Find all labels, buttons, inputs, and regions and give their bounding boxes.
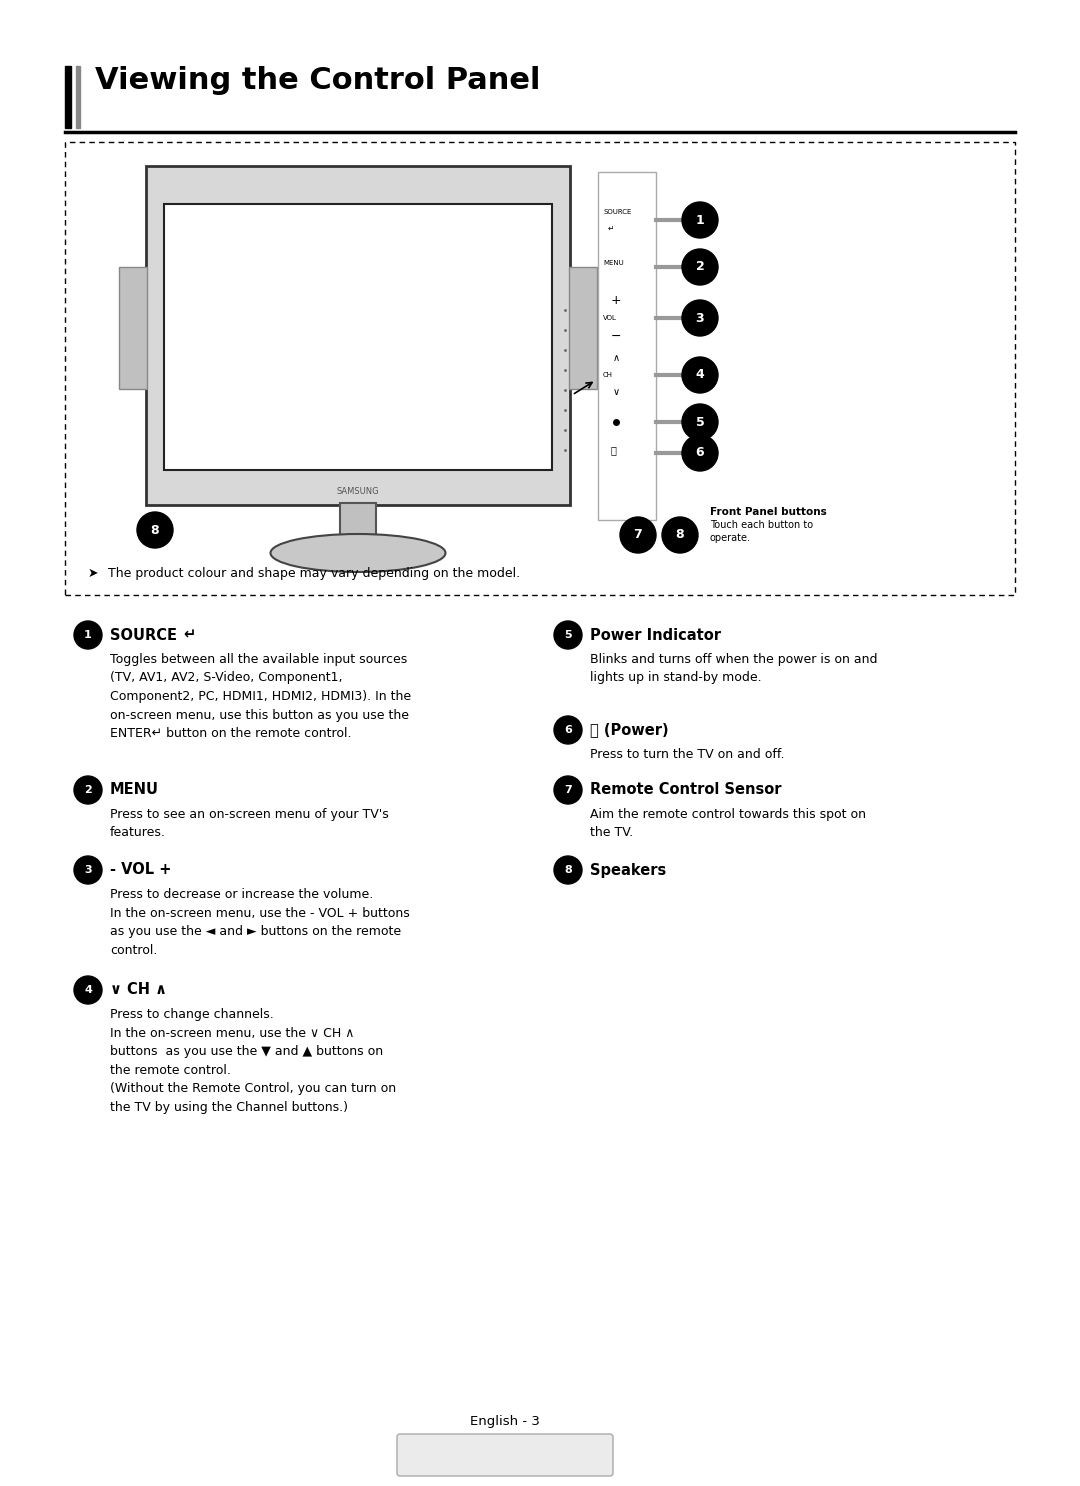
Text: 8: 8 — [676, 529, 685, 541]
Text: Press to change channels.
In the on-screen menu, use the ∨ CH ∧
buttons  as you : Press to change channels. In the on-scre… — [110, 1008, 396, 1113]
Text: 7: 7 — [634, 529, 643, 541]
Text: 4: 4 — [84, 985, 92, 996]
Bar — [598, 172, 656, 520]
FancyBboxPatch shape — [119, 267, 147, 389]
Text: Aim the remote control towards this spot on
the TV.: Aim the remote control towards this spot… — [590, 808, 866, 840]
Text: MENU: MENU — [603, 260, 624, 266]
Bar — [65, 143, 1015, 594]
Text: 2: 2 — [84, 785, 92, 795]
Text: VOL: VOL — [603, 315, 617, 321]
FancyBboxPatch shape — [397, 1434, 613, 1476]
FancyBboxPatch shape — [340, 502, 376, 542]
FancyBboxPatch shape — [164, 204, 552, 470]
Text: - VOL +: - VOL + — [110, 862, 172, 878]
Circle shape — [681, 435, 718, 471]
Text: CH: CH — [603, 372, 613, 377]
Text: 1: 1 — [696, 214, 704, 226]
Circle shape — [662, 517, 698, 553]
Text: 6: 6 — [696, 446, 704, 459]
Bar — [65, 65, 71, 128]
Text: 6: 6 — [564, 725, 572, 736]
Text: Touch each button to: Touch each button to — [710, 520, 813, 531]
Text: 2: 2 — [696, 260, 704, 273]
Text: 8: 8 — [151, 523, 160, 536]
Text: Viewing the Control Panel: Viewing the Control Panel — [95, 65, 540, 95]
Text: Remote Control Sensor: Remote Control Sensor — [590, 783, 782, 798]
Circle shape — [75, 976, 102, 1005]
Circle shape — [137, 513, 173, 548]
Circle shape — [620, 517, 656, 553]
Text: Press to turn the TV on and off.: Press to turn the TV on and off. — [590, 747, 784, 761]
Text: ➤: ➤ — [87, 566, 98, 580]
Text: ∧: ∧ — [612, 354, 620, 363]
Text: English - 3: English - 3 — [470, 1415, 540, 1428]
Text: Speakers: Speakers — [590, 862, 666, 878]
Text: −: − — [611, 330, 621, 342]
Text: ⏻ (Power): ⏻ (Power) — [590, 722, 669, 737]
Text: MENU: MENU — [110, 783, 159, 798]
Text: Toggles between all the available input sources
(TV, AV1, AV2, S-Video, Componen: Toggles between all the available input … — [110, 652, 411, 740]
FancyBboxPatch shape — [146, 166, 570, 505]
Text: 8: 8 — [564, 865, 572, 875]
Bar — [76, 65, 80, 128]
Text: Front Panel buttons: Front Panel buttons — [710, 507, 827, 517]
Text: The product colour and shape may vary depending on the model.: The product colour and shape may vary de… — [108, 566, 521, 580]
Text: Press to see an on-screen menu of your TV's
features.: Press to see an on-screen menu of your T… — [110, 808, 389, 840]
Circle shape — [681, 404, 718, 440]
Circle shape — [681, 300, 718, 336]
Circle shape — [681, 202, 718, 238]
Circle shape — [554, 716, 582, 744]
Ellipse shape — [270, 533, 446, 572]
Text: ∨: ∨ — [612, 386, 620, 397]
Text: Blinks and turns off when the power is on and
lights up in stand-by mode.: Blinks and turns off when the power is o… — [590, 652, 877, 685]
Text: ↵: ↵ — [183, 627, 195, 642]
Circle shape — [681, 250, 718, 285]
Text: Power Indicator: Power Indicator — [590, 627, 721, 642]
Text: SOURCE: SOURCE — [603, 210, 632, 215]
Circle shape — [75, 621, 102, 649]
Circle shape — [681, 357, 718, 392]
Text: ↵: ↵ — [608, 223, 615, 232]
Circle shape — [554, 776, 582, 804]
Text: ⏻: ⏻ — [610, 444, 616, 455]
Text: SAMSUNG: SAMSUNG — [337, 486, 379, 495]
Text: 4: 4 — [696, 369, 704, 382]
Text: 7: 7 — [564, 785, 572, 795]
Text: ∨ CH ∧: ∨ CH ∧ — [110, 982, 167, 997]
Text: 5: 5 — [564, 630, 571, 640]
Circle shape — [554, 621, 582, 649]
Text: operate.: operate. — [710, 533, 751, 542]
Circle shape — [554, 856, 582, 884]
Text: 3: 3 — [84, 865, 92, 875]
Circle shape — [75, 776, 102, 804]
Text: +: + — [610, 294, 621, 306]
Text: 3: 3 — [696, 312, 704, 324]
Text: SOURCE: SOURCE — [110, 627, 183, 642]
Text: 1: 1 — [84, 630, 92, 640]
FancyBboxPatch shape — [569, 267, 597, 389]
Circle shape — [75, 856, 102, 884]
Text: Press to decrease or increase the volume.
In the on-screen menu, use the - VOL +: Press to decrease or increase the volume… — [110, 889, 409, 957]
Text: 5: 5 — [696, 416, 704, 428]
